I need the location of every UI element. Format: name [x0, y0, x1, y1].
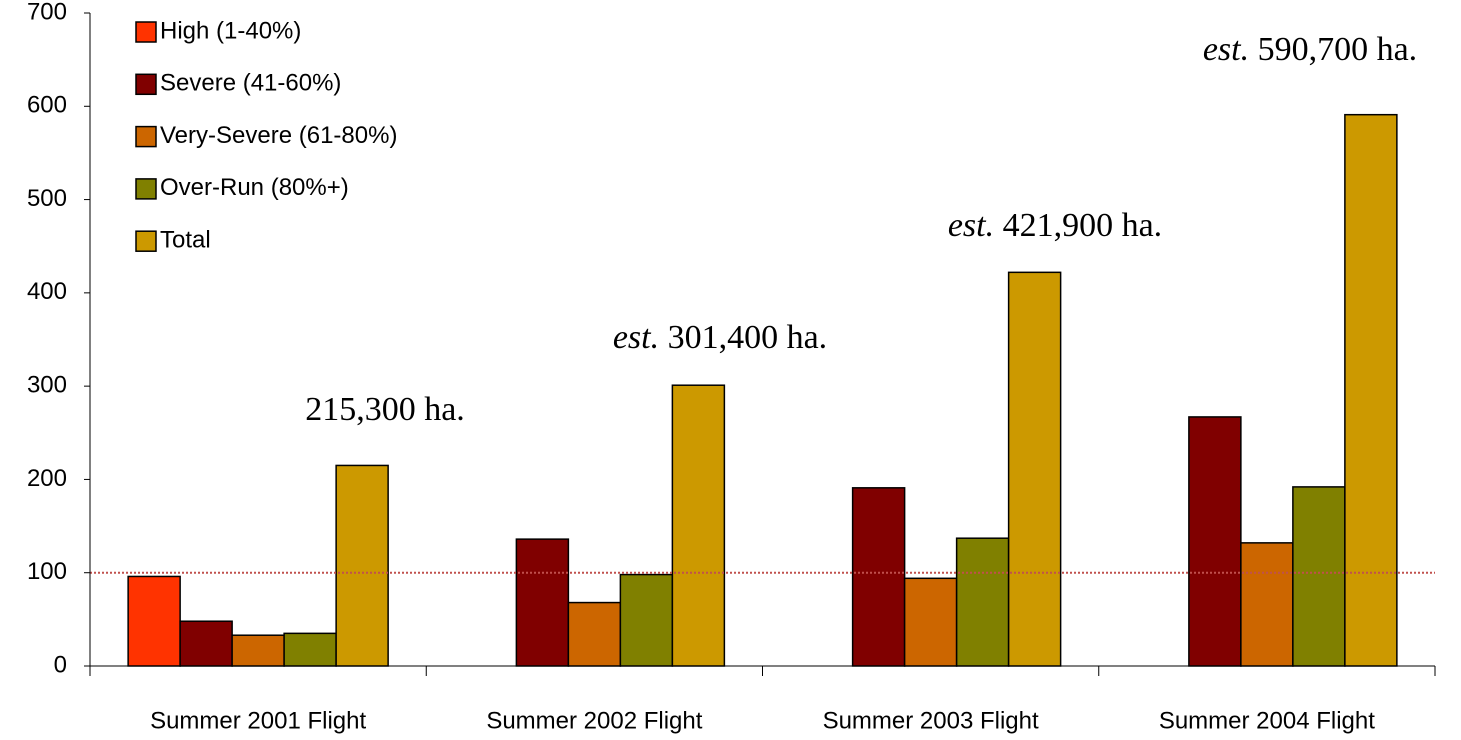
bar [1240, 542, 1294, 667]
annotation-text: 301,400 ha. [668, 319, 828, 356]
legend-label: High (1-40%) [160, 17, 301, 44]
bar [515, 538, 570, 667]
annotation-text: 215,300 ha. [305, 391, 465, 428]
bar [1007, 271, 1062, 667]
annotation-prefix: est. [1203, 31, 1249, 68]
bar [851, 487, 906, 667]
annotation: est. 590,700 ha. [1203, 31, 1417, 68]
x-tick-label: Summer 2001 Flight [150, 707, 366, 734]
bar [671, 384, 726, 667]
bar [283, 632, 337, 667]
x-tick-label: Summer 2004 Flight [1159, 707, 1375, 734]
bar [903, 577, 958, 667]
y-tick-label: 600 [27, 92, 67, 119]
y-tick-label: 200 [27, 465, 67, 492]
annotation-prefix: est. [948, 207, 994, 244]
y-tick-label: 500 [27, 185, 67, 212]
bar [1344, 113, 1398, 667]
bar [567, 601, 622, 667]
annotation: est. 421,900 ha. [948, 207, 1162, 244]
legend-swatch [135, 230, 157, 252]
bar [231, 634, 285, 667]
legend-swatch [135, 178, 157, 200]
legend-swatch [135, 73, 157, 96]
y-tick-label: 700 [27, 0, 67, 25]
legend-swatch [135, 125, 157, 148]
legend-swatch [135, 21, 157, 43]
y-tick-label: 0 [54, 651, 67, 678]
bar [955, 537, 1010, 667]
x-tick-label: Summer 2002 Flight [486, 707, 702, 734]
legend-label: Total [160, 227, 211, 254]
y-tick-label: 300 [27, 371, 67, 398]
legend-label: Over-Run (80%+) [160, 174, 349, 201]
legend-label: Very-Severe (61-80%) [160, 122, 397, 149]
bar [1292, 486, 1346, 667]
annotation: 215,300 ha. [305, 391, 465, 428]
legend-label: Severe (41-60%) [160, 70, 341, 97]
annotation: est. 301,400 ha. [613, 319, 827, 356]
annotation-text: 590,700 ha. [1258, 31, 1418, 68]
bar [1188, 416, 1242, 667]
annotation-prefix: est. [613, 319, 659, 356]
x-tick-label: Summer 2003 Flight [823, 707, 1039, 734]
bar [619, 573, 674, 667]
bar [179, 620, 233, 667]
y-tick-label: 100 [27, 558, 67, 585]
bar [127, 575, 181, 667]
bar [335, 464, 389, 667]
y-tick-label: 400 [27, 278, 67, 305]
annotation-text: 421,900 ha. [1003, 207, 1163, 244]
